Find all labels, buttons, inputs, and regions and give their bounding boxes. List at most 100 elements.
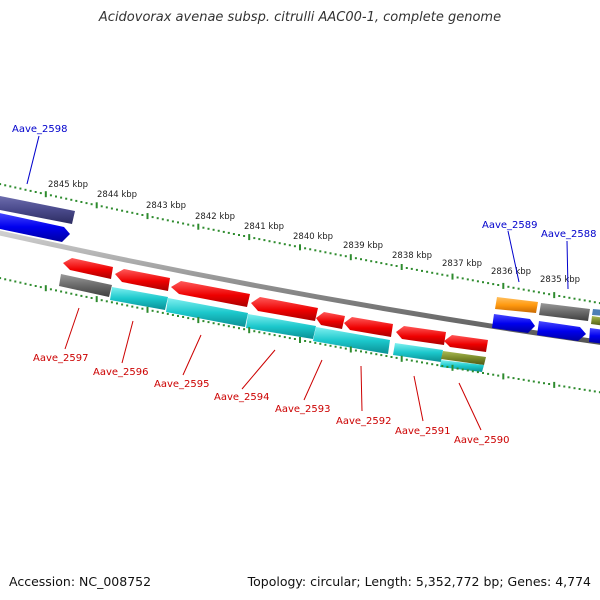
lower-scale-minor-tick: [187, 317, 190, 320]
gene-aave-2593-arrow[interactable]: [313, 327, 390, 354]
lower-scale-minor-tick: [375, 353, 378, 356]
gene-edge-blue-arrow[interactable]: [589, 328, 600, 344]
upper-scale-major-tick: [400, 264, 403, 270]
upper-scale-minor-tick: [39, 192, 42, 195]
gene-label-aave-2593[interactable]: Aave_2593: [275, 404, 331, 415]
gene-aave-2589b-arrow[interactable]: [492, 314, 535, 333]
upper-scale-minor-tick: [476, 280, 479, 283]
gene-aave-2597-arrow[interactable]: [59, 274, 112, 297]
leader-aave-2596: [121, 320, 134, 364]
upper-scale-minor-tick: [161, 218, 164, 221]
gene-label-aave-2590[interactable]: Aave_2590: [454, 435, 510, 446]
gene-aave-2595-top-arrow[interactable]: [115, 269, 170, 291]
upper-scale-major-tick: [197, 223, 200, 230]
lower-scale-minor-tick: [370, 352, 373, 355]
upper-scale-minor-tick: [461, 277, 464, 280]
leader-aave-2592: [360, 365, 363, 412]
upper-scale-minor-tick: [558, 295, 561, 297]
scale-label-2843: 2843 kbp: [146, 201, 186, 211]
lower-scale-minor-tick: [461, 368, 464, 371]
gene-aave-2594-top-arrow[interactable]: [171, 281, 250, 307]
upper-scale-minor-tick: [441, 273, 444, 276]
lower-scale-major-tick: [95, 296, 98, 303]
upper-scale-minor-tick: [522, 288, 525, 291]
lower-scale-minor-tick: [293, 338, 296, 340]
scale-label-2839: 2839 kbp: [343, 241, 383, 251]
genome-summary-text: Topology: circular; Length: 5,352,772 bp…: [247, 574, 591, 589]
gene-aave-2596-top-arrow[interactable]: [63, 258, 113, 279]
upper-scale-minor-tick: [370, 260, 373, 263]
gene-label-aave-2592[interactable]: Aave_2592: [336, 416, 392, 427]
lower-scale-minor-tick: [558, 384, 561, 387]
lower-scale-minor-tick: [334, 345, 337, 348]
gene-label-aave-2598[interactable]: Aave_2598: [12, 124, 68, 135]
upper-scale-minor-tick: [543, 292, 545, 295]
upper-scale-major-tick: [451, 273, 454, 280]
gene-aave-2594-arrow[interactable]: [246, 314, 316, 339]
upper-scale-minor-tick: [85, 202, 88, 205]
upper-scale-minor-tick: [395, 265, 398, 267]
gene-label-aave-2596[interactable]: Aave_2596: [93, 367, 149, 378]
gene-aave-2589-arrow[interactable]: [495, 297, 538, 313]
upper-scale-minor-tick: [466, 278, 469, 281]
gene-aave-2590-mid-arrow[interactable]: [441, 351, 486, 365]
upper-scale-minor-tick: [238, 234, 240, 236]
lower-scale-minor-tick: [202, 320, 205, 323]
gene-aave-2592-top-arrow[interactable]: [316, 312, 345, 329]
upper-scale-major-tick: [95, 202, 98, 209]
lower-scale-minor-tick: [436, 364, 439, 367]
upper-scale-minor-tick: [9, 185, 12, 188]
lower-scale-minor-tick: [563, 385, 566, 388]
gene-label-aave-2597[interactable]: Aave_2597: [33, 353, 89, 364]
gene-label-aave-2589[interactable]: Aave_2589: [482, 220, 538, 231]
lower-scale-minor-tick: [253, 330, 256, 333]
accession-text: Accession: NC_008752: [9, 574, 152, 589]
upper-scale-minor-tick: [497, 284, 500, 286]
gene-edge-olive-arrow[interactable]: [591, 316, 600, 326]
upper-scale-minor-tick: [156, 217, 159, 220]
gene-aave-2588-arrow[interactable]: [539, 303, 590, 321]
upper-scale-minor-tick: [446, 274, 449, 277]
gene-edge-steel-arrow[interactable]: [592, 309, 600, 316]
lower-scale-minor-tick: [507, 376, 510, 379]
upper-scale-track: [0, 183, 600, 305]
lower-scale-minor-tick: [283, 336, 286, 339]
gene-aave-2593-top-arrow[interactable]: [251, 297, 318, 321]
lower-scale-minor-tick: [207, 321, 210, 324]
upper-scale-minor-tick: [55, 195, 57, 198]
forward-strand-features: [0, 195, 600, 344]
gene-aave-2588b-arrow[interactable]: [537, 321, 586, 341]
upper-scale-minor-tick: [49, 194, 52, 197]
lower-scale-minor-tick: [121, 303, 124, 306]
gene-aave-2592-arrow[interactable]: [344, 317, 393, 337]
lower-scale-minor-tick: [116, 302, 118, 305]
upper-scale-minor-tick: [527, 289, 530, 292]
gene-aave-2598b-arrow[interactable]: [0, 212, 70, 242]
lower-scale-minor-tick: [75, 293, 78, 296]
gene-label-aave-2591[interactable]: Aave_2591: [395, 426, 451, 437]
lower-scale-minor-tick: [49, 288, 52, 291]
gene-aave-2590-top-arrow[interactable]: [444, 335, 488, 352]
upper-scale-minor-tick: [385, 263, 388, 266]
lower-scale-minor-tick: [141, 307, 144, 310]
gene-aave-2596-arrow[interactable]: [110, 287, 168, 310]
upper-scale-minor-tick: [268, 240, 271, 243]
gene-label-aave-2595[interactable]: Aave_2595: [154, 379, 210, 390]
upper-scale-minor-tick: [354, 257, 357, 260]
upper-scale-minor-tick: [14, 186, 17, 189]
lower-scale-minor-tick: [273, 334, 276, 337]
lower-scale-minor-tick: [466, 369, 469, 372]
gene-label-aave-2594[interactable]: Aave_2594: [214, 392, 270, 403]
gene-aave-2598-arrow[interactable]: [0, 195, 75, 224]
gene-label-aave-2588[interactable]: Aave_2588: [541, 229, 597, 240]
upper-scale-major-tick: [502, 282, 505, 289]
upper-scale-minor-tick: [80, 201, 83, 203]
lower-scale-minor-tick: [517, 378, 520, 380]
gene-aave-2590-arrow[interactable]: [440, 360, 484, 372]
gene-aave-2591-arrow[interactable]: [393, 343, 443, 362]
gene-aave-2591-top-arrow[interactable]: [396, 326, 446, 345]
lower-scale-minor-tick: [70, 292, 73, 295]
upper-scale-minor-tick: [548, 293, 551, 296]
lower-scale-minor-tick: [65, 291, 68, 294]
gene-aave-2595-arrow[interactable]: [166, 298, 248, 327]
